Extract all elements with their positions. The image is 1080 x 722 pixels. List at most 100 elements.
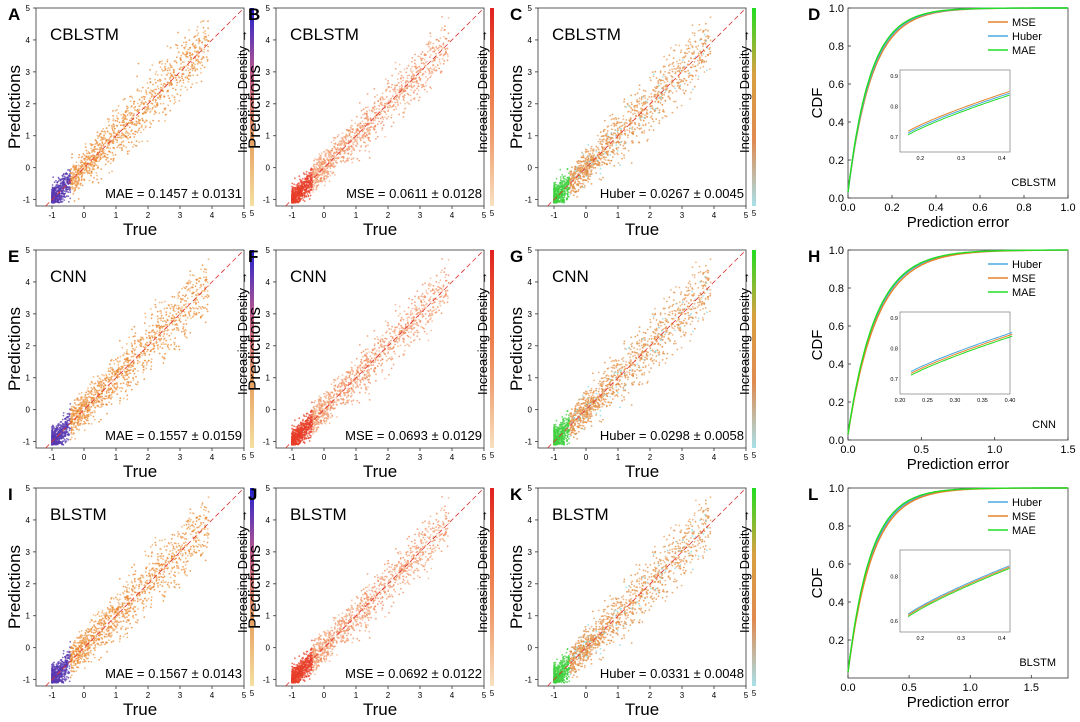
data-point [610, 159, 613, 162]
data-point [391, 74, 393, 77]
data-point [704, 43, 707, 45]
data-point [400, 86, 403, 89]
data-point [365, 131, 367, 134]
data-point [641, 104, 644, 107]
data-point [91, 181, 94, 184]
data-point [424, 71, 427, 73]
data-point [189, 58, 192, 61]
data-point [673, 100, 675, 103]
data-point [116, 141, 118, 144]
data-point [149, 97, 151, 100]
data-point [185, 53, 188, 56]
data-point [683, 92, 686, 95]
data-point [168, 78, 171, 80]
data-point [185, 50, 188, 53]
data-point [161, 63, 163, 65]
data-point [83, 159, 86, 161]
data-point [388, 99, 390, 102]
data-point [426, 90, 428, 93]
data-point [627, 149, 630, 152]
data-point [149, 81, 152, 84]
data-point [366, 116, 369, 118]
data-point [135, 144, 137, 147]
data-point [79, 182, 82, 185]
data-point [365, 110, 368, 113]
data-point [336, 161, 338, 164]
data-point [62, 189, 65, 192]
data-point [560, 196, 563, 199]
data-point [316, 178, 319, 181]
data-point [188, 78, 190, 81]
data-point [340, 160, 343, 163]
data-point [697, 78, 699, 80]
data-point [303, 194, 306, 197]
data-point [657, 90, 660, 93]
data-point [187, 74, 190, 77]
data-point [593, 154, 596, 156]
data-point [607, 141, 610, 144]
panel-title: CBLSTM [50, 25, 119, 44]
data-point [408, 103, 411, 106]
data-point [354, 122, 357, 125]
data-point [691, 78, 693, 81]
data-point [612, 156, 614, 158]
data-point [93, 150, 96, 153]
data-point [310, 172, 312, 174]
data-point [55, 184, 58, 187]
data-point [169, 69, 171, 72]
data-point [610, 133, 613, 136]
data-point [574, 182, 576, 185]
data-point [617, 129, 619, 132]
data-point [112, 138, 115, 141]
data-point [597, 140, 600, 143]
data-point [190, 86, 193, 89]
data-point [356, 157, 359, 160]
data-point [297, 195, 300, 197]
data-point [627, 134, 629, 137]
data-point [71, 166, 74, 168]
x-tick-label: -1 [48, 211, 56, 220]
data-point [676, 60, 678, 63]
data-point [582, 183, 585, 185]
data-point [569, 187, 572, 190]
data-point [410, 83, 413, 86]
data-point [381, 116, 384, 118]
data-point [123, 118, 125, 121]
data-point [112, 154, 115, 157]
data-point [627, 111, 629, 113]
data-point [160, 83, 163, 86]
data-point [692, 88, 694, 91]
data-point [124, 111, 127, 114]
data-point [75, 161, 78, 164]
data-point [303, 188, 306, 191]
data-point [149, 77, 151, 80]
data-point [91, 149, 93, 152]
data-point [703, 71, 706, 73]
data-point [624, 147, 626, 150]
data-point [149, 69, 152, 71]
data-point [154, 92, 157, 95]
data-point [429, 54, 432, 56]
data-point [563, 198, 565, 201]
data-point [117, 129, 120, 132]
data-point [333, 155, 336, 158]
data-point [69, 191, 72, 194]
data-point [398, 85, 401, 88]
data-point [112, 140, 115, 143]
data-point [355, 115, 358, 118]
data-point [126, 105, 128, 108]
data-point [384, 135, 387, 138]
data-point [318, 157, 320, 160]
data-point [646, 109, 649, 112]
data-point [312, 188, 315, 191]
data-point [661, 104, 664, 106]
data-point [170, 66, 173, 68]
data-point [684, 55, 687, 57]
data-point [420, 83, 422, 86]
data-point [322, 157, 325, 160]
data-point [617, 117, 620, 120]
y-tick-label: 3 [266, 68, 271, 77]
data-point [95, 164, 97, 167]
data-point [691, 24, 694, 27]
data-point [112, 110, 114, 112]
